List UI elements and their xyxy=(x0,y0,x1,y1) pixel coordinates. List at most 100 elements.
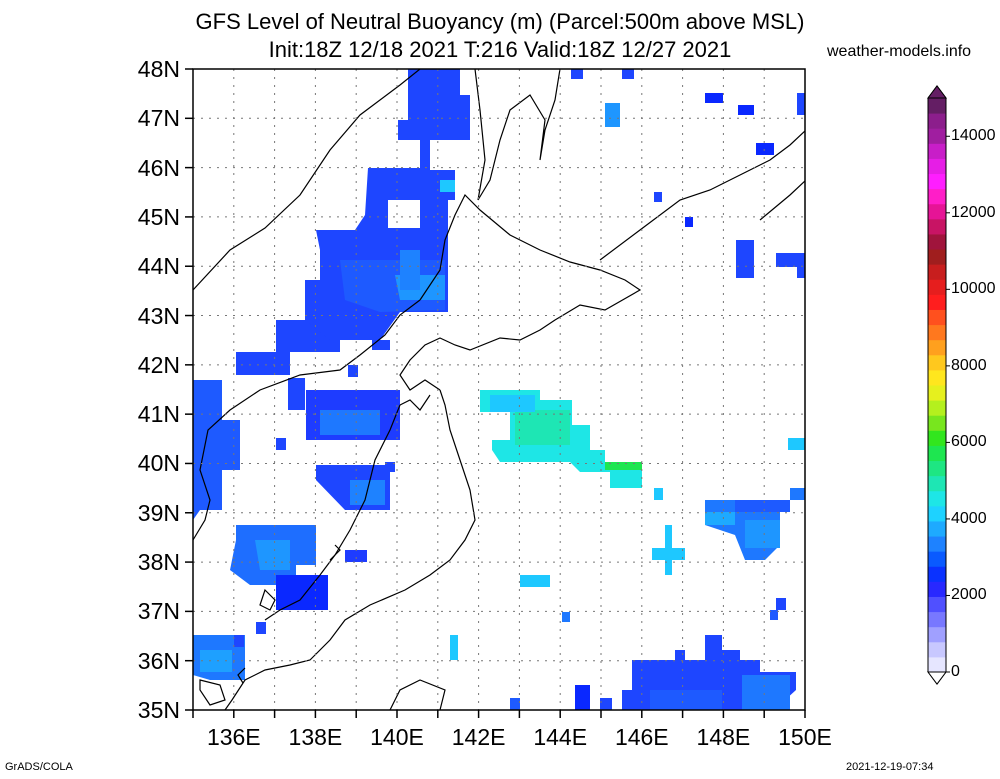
graticule xyxy=(193,69,805,710)
colorbar-swatch xyxy=(928,158,946,175)
lat-label: 46N xyxy=(137,154,180,181)
field-patch xyxy=(320,410,380,435)
colorbar-swatch xyxy=(928,294,946,310)
field-patch xyxy=(654,488,663,500)
axis-ticks xyxy=(185,68,806,718)
colorbar-swatch xyxy=(928,339,946,356)
colorbar-label: 10000 xyxy=(951,280,996,298)
lat-label: 45N xyxy=(137,203,180,230)
lon-label: 144E xyxy=(533,724,588,750)
lat-label: 39N xyxy=(137,499,180,526)
chart-title: GFS Level of Neutral Buoyancy (m) (Parce… xyxy=(195,9,805,34)
colorbar-swatch xyxy=(928,505,946,522)
field-patch xyxy=(490,395,535,412)
field-patch xyxy=(600,698,612,710)
lat-label: 35N xyxy=(137,697,180,723)
colorbar-swatch xyxy=(928,520,946,537)
colorbar-swatch xyxy=(928,113,946,129)
colorbar-swatch xyxy=(928,173,946,190)
colorbar-swatch xyxy=(928,98,946,114)
lat-label: 47N xyxy=(137,105,180,132)
field-patch xyxy=(276,438,286,450)
lon-label: 138E xyxy=(288,724,343,750)
field-patch xyxy=(575,685,590,710)
colorbar-swatch xyxy=(928,596,946,613)
colorbar-swatch xyxy=(928,415,946,431)
field-patch xyxy=(605,103,620,127)
colorbar-swatch xyxy=(928,581,946,597)
field-patch xyxy=(705,512,735,525)
field-patch xyxy=(562,612,570,622)
footer-software: GrADS/COLA xyxy=(5,761,73,773)
colorbar-swatch xyxy=(928,400,946,416)
lat-label: 44N xyxy=(137,253,180,280)
field-patch xyxy=(605,462,642,470)
buoyancy-field xyxy=(193,69,805,710)
colorbar-swatch xyxy=(928,551,946,567)
field-patch xyxy=(738,105,754,115)
field-patch xyxy=(770,610,778,620)
colorbar-swatch xyxy=(928,475,946,492)
field-patch xyxy=(345,550,367,562)
lon-label: 140E xyxy=(370,724,424,750)
lat-label: 38N xyxy=(137,549,180,576)
field-patch xyxy=(797,253,805,278)
site-credit: weather-models.info xyxy=(827,43,972,60)
field-patch xyxy=(735,500,790,512)
colorbar-swatch xyxy=(928,430,946,446)
colorbar-swatch xyxy=(928,249,946,265)
colorbar-swatch xyxy=(928,233,946,250)
field-patch xyxy=(797,93,805,115)
coastline xyxy=(193,69,805,710)
colorbar-swatch xyxy=(928,445,946,462)
field-patch xyxy=(742,675,790,710)
field-patch xyxy=(745,520,780,548)
colorbar-swatch xyxy=(928,385,946,401)
lat-label: 37N xyxy=(137,598,180,625)
field-patch xyxy=(350,480,385,505)
colorbar-swatch xyxy=(928,460,946,477)
field-patch xyxy=(348,365,358,377)
lon-label: 150E xyxy=(778,724,832,750)
field-patch xyxy=(385,462,395,472)
colorbar-label: 8000 xyxy=(951,356,987,374)
chart-subtitle: Init:18Z 12/18 2021 T:216 Valid:18Z 12/2… xyxy=(268,37,732,62)
field-patch xyxy=(654,192,662,202)
field-patch xyxy=(276,575,328,610)
colorbar-swatch xyxy=(928,626,946,643)
colorbar xyxy=(927,85,950,685)
field-patch xyxy=(400,250,420,290)
colorbar-swatch xyxy=(928,490,946,507)
colorbar-swatch xyxy=(928,324,946,341)
colorbar-label: 2000 xyxy=(951,586,987,604)
colorbar-swatch xyxy=(928,536,946,552)
lon-label: 148E xyxy=(696,724,751,750)
colorbar-swatch xyxy=(928,641,946,658)
colorbar-label: 12000 xyxy=(951,203,996,221)
field-patch xyxy=(255,540,290,570)
colorbar-swatch xyxy=(928,188,946,205)
colorbar-swatch xyxy=(928,354,946,371)
field-patch xyxy=(788,438,805,450)
colorbar-swatch xyxy=(928,279,946,295)
field-patch xyxy=(510,698,520,710)
footer-timestamp: 2021-12-19-07:34 xyxy=(846,761,934,773)
field-patch xyxy=(440,180,455,192)
field-patch xyxy=(236,352,290,375)
lon-label: 142E xyxy=(451,724,506,750)
colorbar-swatch xyxy=(928,611,946,628)
lat-label: 36N xyxy=(137,647,180,674)
lat-label: 48N xyxy=(137,56,180,82)
field-patch xyxy=(685,217,693,227)
colorbar-swatch xyxy=(928,128,946,144)
colorbar-label: 6000 xyxy=(951,433,987,451)
colorbar-label: 14000 xyxy=(951,127,996,145)
colorbar-swatch xyxy=(928,369,946,386)
colorbar-swatch xyxy=(928,566,946,582)
field-patch xyxy=(193,380,240,520)
colorbar-label: 0 xyxy=(951,663,960,680)
colorbar-swatch xyxy=(928,656,946,673)
field-patch xyxy=(256,622,266,634)
lat-label: 43N xyxy=(137,302,180,329)
